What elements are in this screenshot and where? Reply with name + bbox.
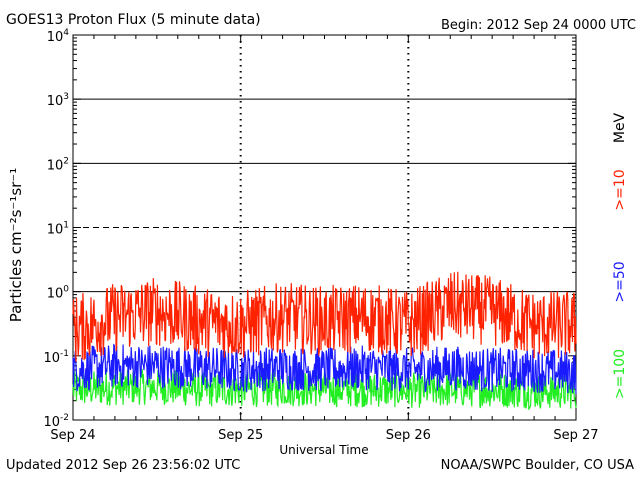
y-tick-label: 10-1: [43, 349, 69, 366]
legend-unit: MeV: [612, 112, 628, 143]
y-tick-label: 101: [47, 221, 69, 238]
y-axis-label: Particles cm⁻²s⁻¹sr⁻¹: [7, 168, 25, 322]
plot-area: 10-2 10-1 100 101 102 103 104 Sep 24 Sep 25 Sep 2…: [43, 28, 598, 443]
begin-label: Begin: 2012 Sep 24 0000 UTC: [441, 18, 636, 33]
legend-label: >=50: [612, 261, 628, 302]
series-line-1: [72, 343, 577, 395]
chart-title: GOES13 Proton Flux (5 minute data): [6, 12, 261, 28]
legend-label: >=10: [612, 169, 628, 210]
x-tick-label: Sep 27: [553, 428, 598, 443]
credit-label: NOAA/SWPC Boulder, CO USA: [440, 458, 634, 473]
y-tick-label: 100: [47, 285, 70, 302]
x-axis-label: Universal Time: [279, 443, 368, 457]
y-tick-label: 103: [47, 92, 69, 109]
y-tick-label: 104: [47, 28, 70, 45]
series-line-0: [72, 271, 577, 362]
x-tick-label: Sep 24: [50, 428, 95, 443]
y-tick-label: 102: [47, 156, 69, 173]
x-tick-label: Sep 25: [218, 428, 263, 443]
updated-timestamp: Updated 2012 Sep 26 23:56:02 UTC: [6, 458, 241, 473]
y-tick-label: 10-2: [43, 413, 69, 430]
legend-label: >=100: [612, 349, 628, 399]
x-tick-label: Sep 26: [386, 428, 431, 443]
legend: >=10 >=50 >=100: [612, 169, 628, 399]
